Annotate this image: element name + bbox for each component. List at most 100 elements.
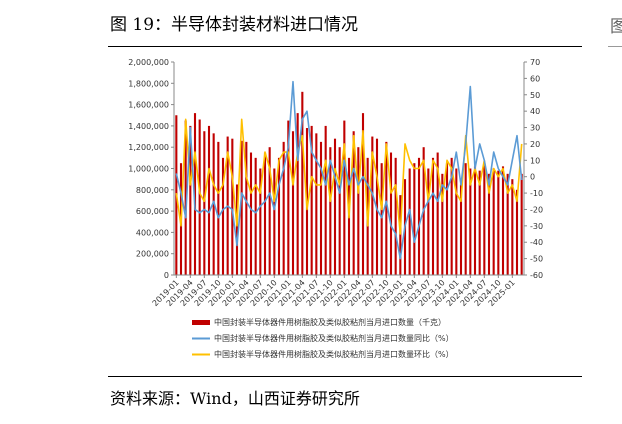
bar-2019-10 <box>217 141 220 275</box>
left-tick-label: 400,000 <box>136 228 169 237</box>
bar-2023-10 <box>441 173 444 275</box>
bar-2023-01 <box>399 195 402 275</box>
top-rule <box>108 46 582 47</box>
bar-2022-01 <box>343 120 346 275</box>
bar-2024-02 <box>459 184 463 275</box>
bar-2020-10 <box>273 168 276 275</box>
right-tick-label: 20 <box>530 140 540 149</box>
right-tick-label: 70 <box>530 58 540 67</box>
legend-label: 中国封装半导体器件用树脂胶及类似胶粘剂当月进口数量（千克） <box>214 317 446 327</box>
right-tick-label: 0 <box>530 173 535 182</box>
bar-2024-05 <box>473 166 477 275</box>
right-tick-label: -20 <box>530 205 543 214</box>
bar-2020-11 <box>277 157 281 275</box>
left-tick-label: 1,400,000 <box>128 122 169 131</box>
bar-2020-06 <box>254 157 257 275</box>
left-tick-label: 0 <box>164 271 169 280</box>
right-tick-label: -60 <box>530 271 543 280</box>
bar-2020-07 <box>259 168 262 275</box>
bar-2022-12 <box>394 157 397 275</box>
left-tick-label: 2,000,000 <box>128 58 169 67</box>
right-tick-label: 30 <box>530 124 540 133</box>
bar-2021-03 <box>296 113 299 276</box>
right-tick-label: -30 <box>530 222 543 231</box>
bar-2023-08 <box>431 157 435 275</box>
bar-2024-12 <box>506 173 509 275</box>
bar-2021-07 <box>315 133 318 275</box>
bar-2024-06 <box>478 170 481 275</box>
bar-2022-10 <box>385 141 388 275</box>
bar-2019-05 <box>193 113 197 276</box>
bar-2022-11 <box>389 152 393 275</box>
bar-2021-02 <box>291 131 295 275</box>
left-tick-label: 1,200,000 <box>128 143 169 152</box>
bar-2020-02 <box>235 184 239 275</box>
left-tick-label: 1,600,000 <box>128 101 169 110</box>
left-tick-label: 600,000 <box>136 207 169 216</box>
bar-2022-05 <box>361 113 365 276</box>
right-tick-label: 10 <box>530 156 540 165</box>
left-tick-label: 1,800,000 <box>128 79 169 88</box>
left-tick-label: 800,000 <box>136 186 169 195</box>
bar-2021-01 <box>287 120 290 275</box>
bar-2019-06 <box>198 119 201 275</box>
bar-2023-09 <box>436 152 439 275</box>
bar-2024-01 <box>455 168 458 275</box>
bar-2023-12 <box>450 157 453 275</box>
bar-2020-12 <box>282 141 285 275</box>
bar-2021-09 <box>324 125 327 276</box>
bar-2024-07 <box>483 163 486 275</box>
bar-2021-04 <box>301 91 304 275</box>
bar-2024-08 <box>487 173 491 275</box>
bar-2023-07 <box>427 168 430 275</box>
bottom-rule <box>108 376 582 377</box>
bar-2024-09 <box>492 168 495 275</box>
legend-swatch-bars <box>192 320 210 325</box>
right-tick-label: -40 <box>530 238 543 247</box>
line-series <box>175 80 523 260</box>
legend-label: 中国封装半导体器件用树脂胶及类似胶粘剂当月进口数量同比（%） <box>214 333 454 343</box>
bar-2024-10 <box>497 170 500 275</box>
bar-2019-08 <box>207 125 211 276</box>
axes: 0 200,000 400,000 600,000 800,000 1,000,000 1,… <box>128 58 543 308</box>
right-tick-label: 60 <box>530 74 540 83</box>
bar-2024-11 <box>501 166 505 275</box>
bar-2023-03 <box>408 168 411 275</box>
yoy-line <box>175 80 523 260</box>
bar-2021-08 <box>319 141 323 275</box>
bar-2021-11 <box>333 138 337 275</box>
bar-2019-03 <box>184 120 187 275</box>
right-tick-label: 50 <box>530 91 540 100</box>
left-tick-label: 200,000 <box>136 250 169 259</box>
bar-2020-01 <box>231 138 234 275</box>
bar-2025-03 <box>520 173 523 275</box>
bar-2019-04 <box>189 125 192 276</box>
right-tick-label: 40 <box>530 107 540 116</box>
right-tick-label: -50 <box>530 255 543 264</box>
bar-2022-03 <box>352 131 355 275</box>
bar-2023-11 <box>445 163 449 275</box>
legend-label: 中国封装半导体器件用树脂胶及类似胶粘剂当月进口数量环比（%） <box>214 349 454 359</box>
bar-2019-07 <box>203 131 206 275</box>
source-note: 资料来源：Wind，山西证券研究所 <box>110 389 360 408</box>
bar-2019-09 <box>212 133 215 275</box>
figure-title: 图 19：半导体封装材料进口情况 <box>110 15 359 35</box>
bar-2020-09 <box>268 147 271 275</box>
bar-2020-03 <box>240 140 243 275</box>
bar-2021-10 <box>329 147 332 275</box>
bar-2023-04 <box>413 163 416 275</box>
bar-2021-12 <box>338 147 341 275</box>
right-tick-label: -10 <box>530 189 543 198</box>
bar-2022-07 <box>371 136 374 275</box>
bar-2025-02 <box>515 189 519 275</box>
bar-2020-05 <box>249 152 253 275</box>
adjacent-figure-rule <box>608 46 622 47</box>
bar-2022-09 <box>380 163 383 275</box>
left-tick-label: 1,000,000 <box>128 165 169 174</box>
bar-2023-05 <box>417 157 421 275</box>
adjacent-figure-title-fragment: 图 <box>610 17 622 37</box>
bar-2021-06 <box>310 125 313 276</box>
bar-2020-04 <box>245 141 248 275</box>
bar-2020-08 <box>263 152 267 275</box>
